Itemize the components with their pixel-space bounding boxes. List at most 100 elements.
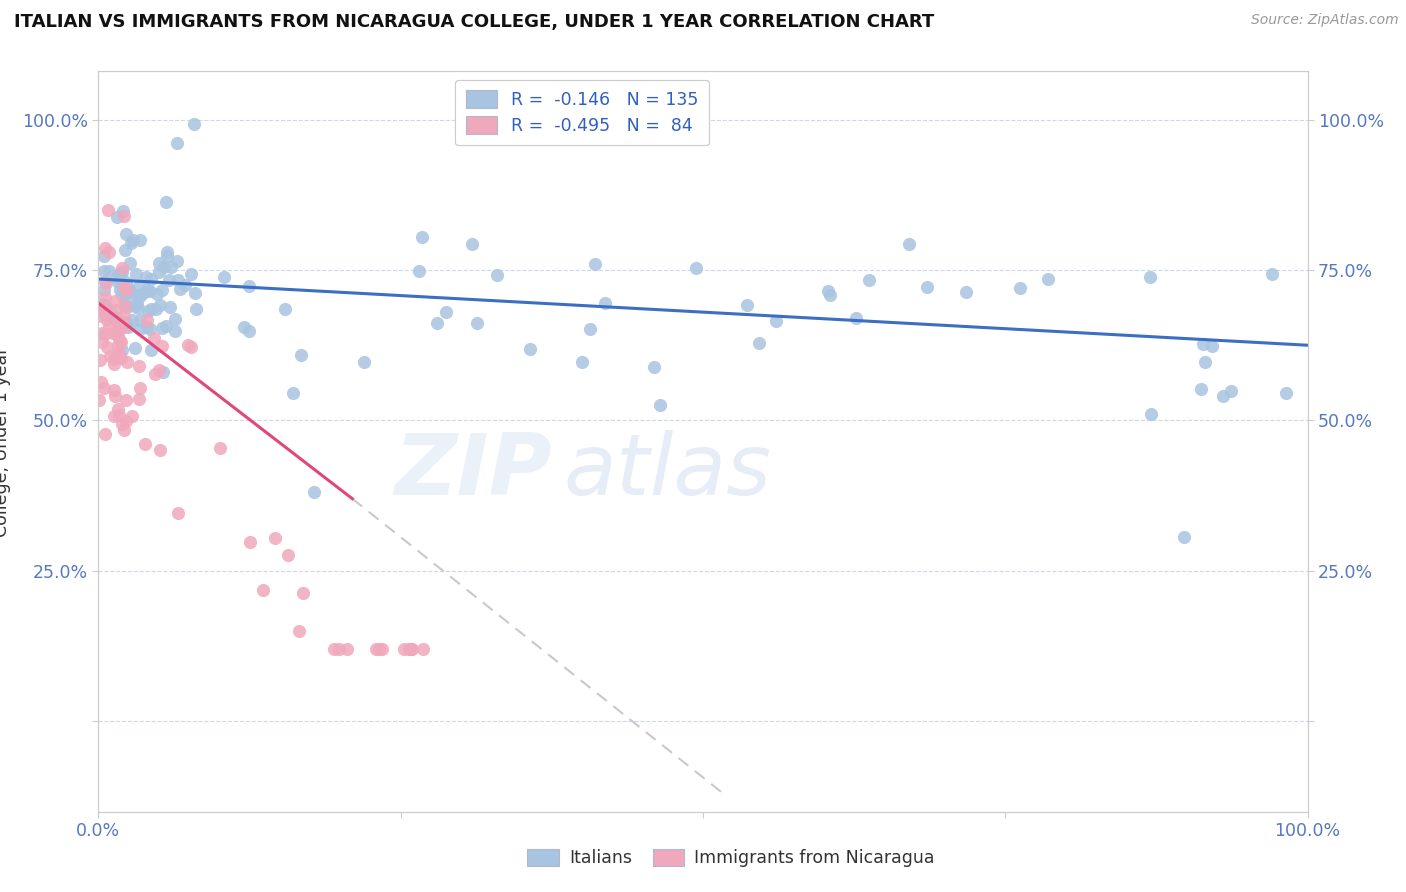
Point (141, 343, 163, 358)
Point (150, 338, 173, 352)
Point (252, 583, 274, 598)
Point (114, 299, 136, 313)
Point (292, 586, 315, 600)
Point (110, 334, 132, 348)
Point (115, 355, 138, 369)
Point (111, 343, 134, 358)
Point (104, 389, 127, 403)
Point (232, 320, 254, 334)
Point (323, 642, 346, 657)
Legend: Italians, Immigrants from Nicaragua: Italians, Immigrants from Nicaragua (520, 842, 942, 874)
Point (150, 283, 173, 297)
Point (1189, 382, 1212, 396)
Point (111, 279, 134, 293)
Point (858, 273, 880, 287)
Point (107, 351, 129, 365)
Point (163, 324, 186, 338)
Point (110, 335, 132, 350)
Legend: R =  -0.146   N = 135, R =  -0.495   N =  84: R = -0.146 N = 135, R = -0.495 N = 84 (456, 80, 709, 145)
Point (461, 237, 484, 252)
Point (519, 342, 541, 356)
Point (368, 642, 391, 657)
Point (1201, 339, 1223, 353)
Point (571, 355, 593, 369)
Point (104, 303, 127, 318)
Point (394, 642, 416, 657)
Point (845, 311, 868, 326)
Text: ZIP: ZIP (394, 430, 551, 513)
Point (153, 260, 176, 274)
Point (94, 305, 117, 319)
Point (212, 269, 235, 284)
Point (1194, 354, 1216, 368)
Point (125, 267, 148, 281)
Point (148, 256, 170, 270)
Text: atlas: atlas (564, 430, 772, 513)
Point (177, 337, 200, 351)
Point (125, 296, 148, 310)
Point (90, 375, 112, 389)
Point (114, 299, 136, 313)
Point (302, 484, 325, 499)
Point (112, 320, 135, 334)
Point (120, 256, 142, 270)
Point (121, 313, 143, 327)
Point (411, 230, 433, 244)
Point (129, 321, 152, 335)
Point (93, 298, 115, 312)
Point (748, 336, 770, 351)
Point (336, 642, 359, 657)
Point (1261, 268, 1284, 282)
Point (155, 319, 177, 334)
Point (209, 441, 232, 455)
Point (98, 318, 121, 333)
Point (128, 359, 150, 373)
Point (366, 642, 388, 657)
Point (105, 326, 128, 340)
Point (139, 284, 162, 298)
Point (115, 283, 138, 297)
Point (898, 236, 921, 251)
Point (115, 392, 138, 407)
Point (150, 320, 173, 334)
Point (135, 283, 157, 297)
Point (111, 417, 134, 431)
Point (238, 279, 260, 293)
Point (91, 334, 114, 349)
Point (129, 233, 152, 247)
Point (93, 381, 115, 395)
Point (115, 414, 138, 428)
Point (108, 409, 131, 423)
Point (167, 273, 190, 287)
Point (1220, 384, 1243, 399)
Point (107, 338, 129, 352)
Point (169, 281, 191, 295)
Point (1173, 530, 1195, 544)
Point (465, 316, 488, 330)
Point (93, 283, 115, 297)
Point (139, 301, 162, 316)
Point (239, 535, 262, 549)
Point (152, 365, 174, 379)
Text: ITALIAN VS IMMIGRANTS FROM NICARAGUA COLLEGE, UNDER 1 YEAR CORRELATION CHART: ITALIAN VS IMMIGRANTS FROM NICARAGUA COL… (14, 13, 935, 31)
Point (101, 326, 124, 340)
Point (180, 267, 202, 281)
Point (145, 286, 167, 301)
Point (955, 285, 977, 299)
Point (124, 341, 146, 355)
Point (128, 392, 150, 406)
Point (143, 331, 166, 345)
Point (107, 270, 129, 285)
Point (111, 203, 134, 218)
Point (1275, 385, 1298, 400)
Point (1038, 272, 1060, 286)
Point (141, 272, 163, 286)
Point (156, 249, 179, 263)
Point (124, 299, 146, 313)
Point (111, 288, 134, 302)
Point (135, 312, 157, 326)
Point (114, 294, 136, 309)
Point (96, 276, 118, 290)
Point (107, 345, 129, 359)
Point (94, 290, 117, 304)
